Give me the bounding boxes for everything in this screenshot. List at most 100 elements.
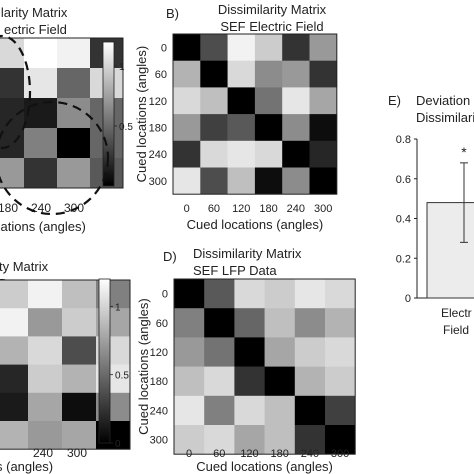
panel-d-cell-3-0 xyxy=(174,366,205,397)
panel-a-title-line1: ilarity Matrix xyxy=(0,5,68,20)
panel-d-frame xyxy=(173,278,356,455)
panel-a-x-tick-label: 180 xyxy=(0,201,18,215)
panel-b-cell-0-4 xyxy=(282,34,310,61)
panel-c-cell-1-3 xyxy=(62,308,97,337)
panel-d-x-label: Cued locations (angles) xyxy=(196,459,333,474)
panel-d-cell-5-5 xyxy=(325,425,356,455)
panel-b-cell-1-3 xyxy=(254,60,283,88)
panel-a-cell-0-0 xyxy=(0,38,25,69)
panel-d-cells xyxy=(174,279,356,455)
panel-b-cell-1-0 xyxy=(173,60,201,88)
panel-d-y-tick-label: 300 xyxy=(150,435,168,447)
panel-b-x-tick-label: 120 xyxy=(232,203,250,215)
panel-d-cell-1-3 xyxy=(264,308,296,338)
panel-b-cell-3-0 xyxy=(173,114,201,142)
panel-d-cell-2-0 xyxy=(174,337,205,367)
panel-a-cell-0-1 xyxy=(24,38,58,69)
panel-d-cell-2-5 xyxy=(325,337,356,367)
panel-c-cell-4-2 xyxy=(28,392,63,422)
panel-b-cell-4-4 xyxy=(282,140,310,168)
panel-b-cell-4-0 xyxy=(173,140,201,168)
panel-d-panel-label: D) xyxy=(163,249,177,264)
panel-d-cell-5-1 xyxy=(204,425,235,455)
panel-b-y-tick-label: 60 xyxy=(155,69,167,81)
panel-d-cell-4-3 xyxy=(264,395,296,426)
panel-d-cell-4-0 xyxy=(174,395,205,426)
panel-b-cell-3-5 xyxy=(309,114,338,142)
panel-a-cell-3-0 xyxy=(0,128,25,159)
panel-d-cell-3-5 xyxy=(325,366,356,397)
panel-c-cell-4-3 xyxy=(62,392,97,422)
panel-a-dashed-ellipse-right xyxy=(0,100,110,216)
panel-b-title-line1: Dissimilarity Matrix xyxy=(218,2,327,17)
panel-b-cell-1-5 xyxy=(309,60,338,88)
panel-d-cell-3-4 xyxy=(294,366,326,397)
panel-b-cell-4-1 xyxy=(200,140,228,168)
panel-e-y-tick-label: 0.6 xyxy=(396,174,411,186)
panel-a-cell-4-0 xyxy=(0,158,25,189)
panel-c-cells xyxy=(0,280,131,450)
panel-b-x-tick-label: 300 xyxy=(314,203,332,215)
panel-b-cell-0-1 xyxy=(200,34,228,61)
panel-b-x-tick-label: 60 xyxy=(208,203,220,215)
panel-c-x-label: s (angles) xyxy=(0,459,53,474)
panel-d-cell-4-2 xyxy=(234,395,265,426)
panel-d-cell-1-1 xyxy=(204,308,235,338)
panel-a-x-tick-label: 240 xyxy=(31,201,51,215)
panel-c-colorbar-tick-label: 1 xyxy=(115,302,121,313)
panel-d-x-tick-label: 120 xyxy=(240,448,258,460)
panel-d-cell-1-4 xyxy=(294,308,326,338)
panel-e-category-label-line1: Electr xyxy=(441,306,472,320)
panel-e-category-label-line2: Field xyxy=(443,323,469,337)
panel-b-cell-5-2 xyxy=(227,167,256,195)
panel-a-colorbar-tick-label: 1 xyxy=(119,62,125,73)
panel-b-cell-5-4 xyxy=(282,167,310,195)
panel-e-y-tick-label: 0.8 xyxy=(396,134,411,146)
panel-d-cell-5-2 xyxy=(234,425,265,455)
panel-a-dashed-ellipse-left xyxy=(0,34,32,150)
panel-d-title-line1: Dissimilarity Matrix xyxy=(193,246,302,261)
panel-c-title-line1: ty Matrix xyxy=(0,259,49,274)
panel-c-cell-2-2 xyxy=(28,336,63,365)
panel-c-cell-0-1 xyxy=(0,280,29,309)
panel-d-cell-4-1 xyxy=(204,395,235,426)
panel-c-cell-1-2 xyxy=(28,308,63,337)
panel-d-cell-4-5 xyxy=(325,395,356,426)
panel-b-cell-3-4 xyxy=(282,114,310,142)
panel-b-cell-2-0 xyxy=(173,87,201,115)
panel-d-cell-0-3 xyxy=(264,279,296,309)
panel-b-frame xyxy=(172,33,338,195)
panel-a-cell-2-0 xyxy=(0,98,25,129)
panel-d-cell-3-3 xyxy=(264,366,296,397)
panel-b-x-tick-label: 180 xyxy=(259,203,277,215)
panel-d-cell-1-2 xyxy=(234,308,265,338)
panel-b-y-tick-label: 180 xyxy=(149,122,167,134)
panel-d-cell-0-0 xyxy=(174,279,205,309)
panel-a-cell-3-1 xyxy=(24,128,58,159)
panel-c-cell-3-3 xyxy=(62,364,97,394)
panel-b-cell-4-2 xyxy=(227,140,256,168)
panel-b-cell-2-5 xyxy=(309,87,338,115)
panel-b-x-tick-label: 0 xyxy=(184,203,190,215)
panel-c-colorbar-tick-label: 0.5 xyxy=(115,371,129,382)
panel-d-y-tick-label: 60 xyxy=(156,318,168,330)
panel-b-cell-0-2 xyxy=(227,34,256,61)
panel-d-x-tick-label: 300 xyxy=(331,448,349,460)
panel-b-x-label: Cued locations (angles) xyxy=(187,217,324,232)
panel-c-cell-1-1 xyxy=(0,308,29,337)
panel-c-cell-5-3 xyxy=(62,421,97,450)
panel-a-cell-1-0 xyxy=(0,68,25,99)
panel-c-cell-5-1 xyxy=(0,421,29,450)
panel-d-cell-2-1 xyxy=(204,337,235,367)
panel-d-cell-3-2 xyxy=(234,366,265,397)
panel-b-cell-5-5 xyxy=(309,167,338,195)
panel-d-cell-3-1 xyxy=(204,366,235,397)
panel-d-cell-2-4 xyxy=(294,337,326,367)
panel-b-cells xyxy=(173,34,338,195)
panel-c-cell-2-3 xyxy=(62,336,97,365)
panel-b-cell-2-1 xyxy=(200,87,228,115)
panel-c-cell-5-2 xyxy=(28,421,63,450)
panel-b-y-tick-label: 300 xyxy=(149,176,167,188)
panel-c-cell-3-2 xyxy=(28,364,63,394)
